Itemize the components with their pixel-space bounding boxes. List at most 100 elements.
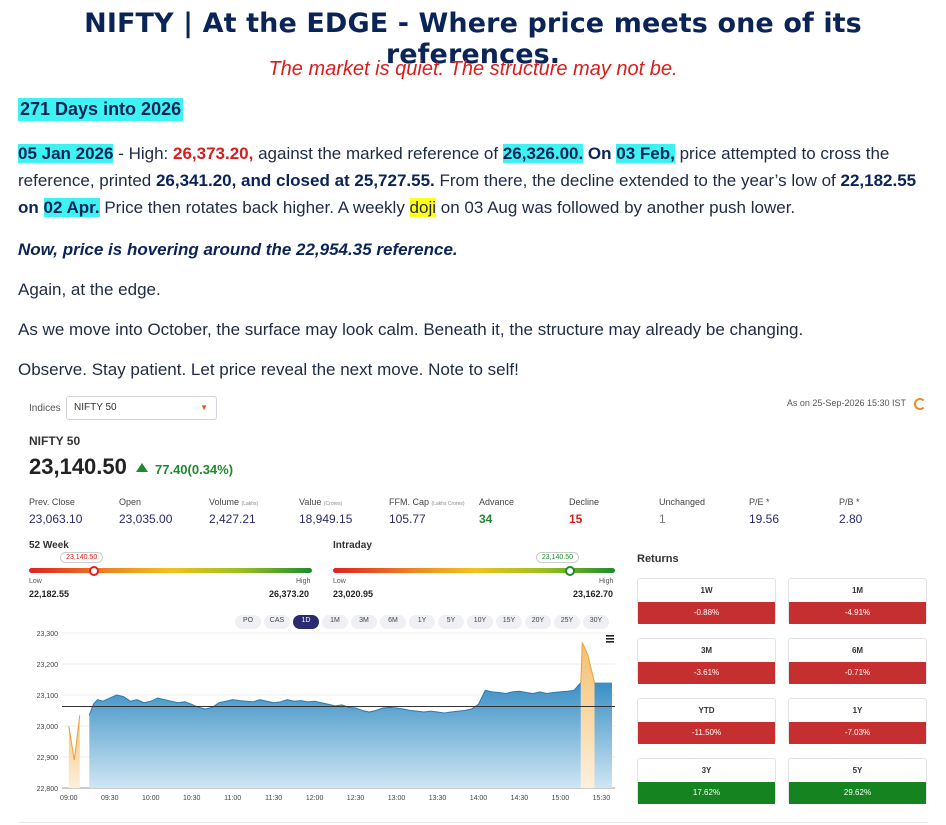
timeframe-25y[interactable]: 25Y: [554, 615, 580, 629]
text-span: [39, 198, 44, 217]
week52-current-tooltip: 23,140.50: [60, 552, 104, 563]
as-of-timestamp: As on 25-Sep-2026 15:30 IST: [786, 398, 906, 408]
index-select[interactable]: NIFTY 50 ▼: [66, 396, 217, 420]
timeframe-1y[interactable]: 1Y: [409, 615, 435, 629]
stat-label: Open: [119, 497, 142, 507]
week52-high-value: 26,373.20: [269, 589, 310, 599]
chevron-down-icon: ▼: [200, 403, 208, 412]
week52-marker: [89, 566, 100, 576]
text-span: On: [583, 144, 617, 163]
timeframe-1m[interactable]: 1M: [322, 615, 348, 629]
x-tick-label: 13:00: [388, 795, 406, 802]
text-span: on 03 Aug was followed by another push l…: [436, 198, 796, 217]
returns-card-1m: 1M -4.91%: [788, 578, 927, 624]
intraday-low-label: Low: [333, 578, 346, 585]
stat-label: Volume (Lakhs): [209, 497, 259, 507]
timeframe-selector: PO CAS 1D 1M 3M 6M 1Y 5Y 10Y 15Y 20Y 25Y 30Y: [235, 615, 609, 629]
y-tick-label: 22,900: [37, 755, 59, 762]
x-tick-label: 12:00: [306, 795, 324, 802]
indices-label: Indices: [29, 403, 61, 414]
text-span: against the marked reference of: [253, 144, 503, 163]
returns-card-1y: 1Y -7.03%: [788, 698, 927, 744]
stat-label: Value (Crores): [299, 497, 343, 507]
week52-high-label: High: [296, 578, 311, 585]
menu-icon: [606, 641, 614, 643]
intraday-marker: [564, 566, 575, 576]
paragraph-summary: 05 Jan 2026 - High: 26,373.20, against t…: [18, 140, 928, 221]
printed-close-values: 26,341.20, and closed at 25,727.55.: [155, 171, 435, 190]
post-close-area: [580, 642, 595, 788]
reference-highlight: 26,326.00.: [502, 144, 584, 163]
stat-value: 23,063.10: [29, 512, 83, 526]
timeframe-cas[interactable]: CAS: [264, 615, 290, 629]
price-area: [89, 682, 581, 788]
y-tick-label: 23,100: [37, 693, 59, 700]
year-low-value: 22,182.55 on: [18, 171, 917, 217]
returns-value: -0.88%: [638, 602, 775, 624]
x-tick-label: 11:30: [265, 795, 282, 802]
stat-label: Prev. Close: [29, 497, 75, 507]
post-close-line: [580, 642, 596, 683]
week52-low-value: 22,182.55: [29, 589, 70, 599]
timeframe-15y[interactable]: 15Y: [496, 615, 522, 629]
advance-count: 34: [479, 512, 493, 526]
arrow-up-icon: [136, 463, 148, 472]
date-highlight: 05 Jan 2026: [18, 144, 114, 163]
returns-card-3m: 3M -3.61%: [637, 638, 776, 684]
week52-low-label: Low: [29, 578, 42, 585]
week52-title: 52 Week: [29, 540, 69, 551]
stat-value: 18,949.15: [299, 512, 353, 526]
returns-value: 29.62%: [789, 782, 926, 804]
returns-value: 17.62%: [638, 782, 775, 804]
returns-value: -4.91%: [789, 602, 926, 624]
paragraph-edge: Again, at the edge.: [18, 280, 161, 299]
article-headline: NIFTY | At the EDGE - Where price meets …: [84, 8, 862, 70]
menu-icon: [606, 638, 614, 640]
refresh-icon[interactable]: [914, 398, 926, 410]
x-tick-label: 09:00: [60, 795, 78, 802]
intraday-chart: 22,800 22,900 23,000 23,100 23,200 23,300 09:0…: [37, 631, 615, 802]
timeframe-3m[interactable]: 3M: [351, 615, 377, 629]
y-tick-label: 23,300: [37, 631, 59, 638]
returns-value: -0.71%: [789, 662, 926, 684]
intraday-high-value: 23,162.70: [573, 589, 614, 599]
y-tick-label: 22,800: [37, 786, 59, 793]
returns-value: -11.50%: [638, 722, 775, 744]
date-highlight: 03 Feb,: [616, 144, 675, 163]
returns-card-3y: 3Y 17.62%: [637, 758, 776, 804]
x-tick-label: 10:30: [183, 795, 201, 802]
timeframe-20y[interactable]: 20Y: [525, 615, 551, 629]
stat-value: 23,035.00: [119, 512, 173, 526]
index-price: 23,140.50: [29, 454, 127, 479]
x-tick-label: 09:30: [101, 795, 119, 802]
timeframe-po[interactable]: PO: [235, 615, 261, 629]
price-line: [88, 682, 582, 716]
text-span: - High:: [113, 144, 173, 163]
y-tick-label: 23,000: [37, 724, 59, 731]
unchanged-count: 1: [659, 512, 666, 526]
intraday-title: Intraday: [333, 540, 372, 551]
date-highlight: 02 Apr.: [43, 198, 100, 217]
paragraph-observe: Observe. Stay patient. Let price reveal …: [18, 360, 519, 379]
index-change: 77.40(0.34%): [155, 462, 234, 477]
returns-period-label: 3Y: [701, 766, 712, 775]
divider: [18, 822, 928, 823]
article-subhead: The market is quiet. The structure may n…: [268, 58, 678, 80]
returns-period-label: 1W: [700, 586, 713, 595]
stat-value: 105.77: [389, 512, 426, 526]
returns-card-5y: 5Y 29.62%: [788, 758, 927, 804]
timeframe-30y[interactable]: 30Y: [583, 615, 609, 629]
x-tick-label: 15:30: [593, 795, 611, 802]
timeframe-1d[interactable]: 1D: [293, 615, 319, 629]
closing-area: [594, 682, 612, 788]
menu-icon: [606, 635, 614, 637]
x-tick-label: 15:00: [552, 795, 570, 802]
x-tick-label: 10:00: [142, 795, 160, 802]
timeframe-10y[interactable]: 10Y: [467, 615, 493, 629]
doji-highlight: doji: [409, 198, 437, 217]
pre-open-area: [68, 715, 80, 788]
timeframe-6m[interactable]: 6M: [380, 615, 406, 629]
index-name: NIFTY 50: [29, 434, 81, 448]
timeframe-5y[interactable]: 5Y: [438, 615, 464, 629]
returns-title: Returns: [637, 553, 679, 565]
